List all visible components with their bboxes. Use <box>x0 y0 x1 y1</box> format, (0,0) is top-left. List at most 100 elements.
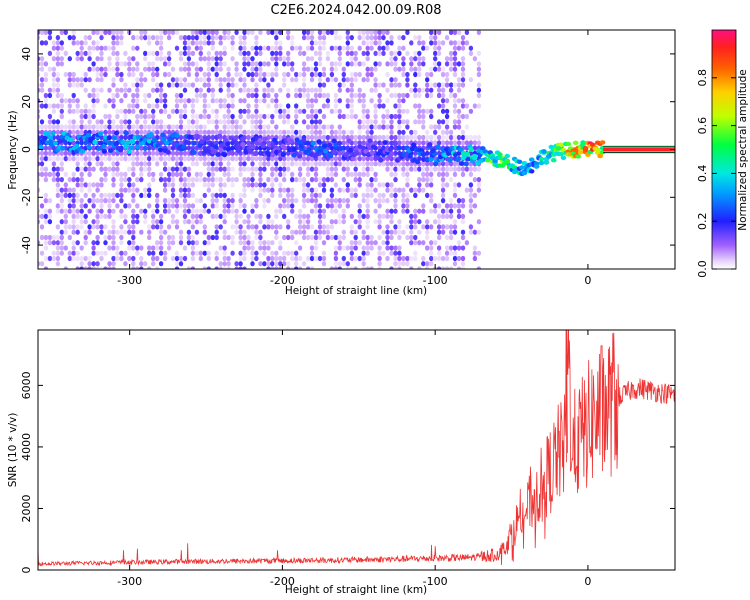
spectrogram-cell <box>365 219 370 225</box>
spectrogram-cell <box>321 250 327 256</box>
spectrogram-cell <box>297 50 303 57</box>
spectrogram-cell <box>119 250 124 256</box>
spectrogram-cell <box>79 50 84 57</box>
spectrogram-cell <box>452 45 458 51</box>
spectrogram-cell <box>321 213 327 219</box>
spectrogram-cell <box>170 66 176 72</box>
spectrogram-cell <box>38 150 41 156</box>
spectrogram-cell <box>429 245 434 251</box>
spectrogram-cell <box>464 124 470 130</box>
colorbar-tick-label: 0.6 <box>696 117 709 135</box>
spectrogram-cell <box>75 229 80 235</box>
spectrogram-cell <box>107 156 112 162</box>
spectrogram-cell <box>401 208 406 214</box>
spectrogram-cell <box>127 255 132 262</box>
spectrogram-cell <box>190 208 196 214</box>
spectrogram-cell <box>51 66 57 72</box>
spectrogram-cell <box>286 87 291 93</box>
spectrogram-cell <box>99 87 104 93</box>
snr-plot-area <box>38 330 675 570</box>
spectrogram-cell <box>127 108 132 114</box>
spectrogram-cell <box>270 192 275 198</box>
spectrogram-cell <box>405 77 410 83</box>
spectrogram-cell <box>71 40 76 46</box>
spectrogram-cell <box>206 66 211 72</box>
spectrogram-cell <box>63 156 68 162</box>
spectrogram-cell <box>325 198 331 204</box>
spectrogram-cell <box>345 30 350 35</box>
spectrogram-cell <box>166 203 172 209</box>
spectrogram-cell <box>206 161 211 167</box>
spectrogram-cell <box>357 124 362 130</box>
spectrogram-cell <box>440 40 446 46</box>
spectrogram-cell <box>452 50 458 57</box>
spectrogram-cell <box>71 92 76 99</box>
spectrogram-cell <box>174 203 180 209</box>
spectrogram-cell <box>187 134 193 140</box>
spectrogram-cell <box>166 182 172 188</box>
spectrogram-cell <box>297 171 303 177</box>
spectrogram-cell <box>95 219 100 225</box>
spectrogram-cell <box>127 61 132 67</box>
spectrogram-cell <box>67 71 73 78</box>
spectrogram-cell <box>516 159 523 164</box>
spectrogram-cell <box>199 139 205 144</box>
spectrogram-cell <box>143 50 148 57</box>
spectrogram-cell <box>226 87 231 93</box>
spectrogram-cell <box>313 129 319 135</box>
spectrogram-cell <box>365 71 370 78</box>
spectrogram-cell <box>206 40 211 46</box>
spectrogram-cell <box>107 266 112 269</box>
spectrogram-cell <box>345 87 350 93</box>
spectrogram-cell <box>178 161 184 167</box>
spectrogram-cell <box>55 182 61 188</box>
spectrogram-cell <box>103 224 108 230</box>
spectrogram-cell <box>456 213 462 219</box>
spectrogram-cell <box>151 137 157 143</box>
spectrogram-cell <box>170 156 176 162</box>
spectrogram-cell <box>436 124 442 130</box>
spectrogram-cell <box>393 203 398 209</box>
spectrogram-cell <box>59 250 64 256</box>
spectrogram-cell <box>190 124 196 130</box>
spectrogram-cell <box>91 182 96 188</box>
spectrogram-cell <box>353 92 358 99</box>
spectrogram-cell <box>460 82 466 88</box>
spectrogram-cell <box>353 71 358 78</box>
spectrogram-cell <box>170 213 176 219</box>
spectrogram-cell <box>274 40 279 46</box>
spectrogram-cell <box>270 177 275 183</box>
spectrogram-cell <box>147 161 152 167</box>
spectrogram-cell <box>349 187 354 193</box>
spectrogram-cell <box>301 35 307 41</box>
spectrogram-cell <box>59 98 64 104</box>
spectrogram-cell <box>142 137 148 143</box>
spectrogram-cell <box>313 134 319 141</box>
spectrogram-cell <box>111 266 116 269</box>
spectrogram-cell <box>373 119 378 125</box>
spectrogram-cell <box>242 61 247 67</box>
spectrogram-cell <box>262 198 267 204</box>
spectrogram-cell <box>254 250 259 256</box>
spectrogram-cell <box>75 255 80 262</box>
spectrogram-cell <box>270 119 275 125</box>
spectrogram-cell <box>297 45 303 51</box>
spectrogram-cell <box>131 98 136 104</box>
spectrogram-cell <box>460 40 466 46</box>
spectrogram-cell <box>194 208 200 214</box>
spectrogram-cell <box>294 266 299 269</box>
spectrogram-cell <box>202 113 207 120</box>
spectrogram-cell <box>393 187 398 193</box>
spectrogram-cell <box>63 171 68 177</box>
spectrogram-cell <box>127 87 132 93</box>
spectrogram-cell <box>55 245 61 251</box>
spectrogram-cell <box>162 208 168 214</box>
spectrogram-cell <box>472 203 478 209</box>
spectrogram-cell <box>329 45 335 51</box>
spectrogram-cell <box>155 66 160 72</box>
spectrogram-cell <box>369 40 374 46</box>
spectrogram-cell <box>274 255 279 262</box>
spectrogram-cell <box>325 77 331 83</box>
spectrogram-cell <box>282 56 287 62</box>
spectrogram-cell <box>186 98 192 104</box>
